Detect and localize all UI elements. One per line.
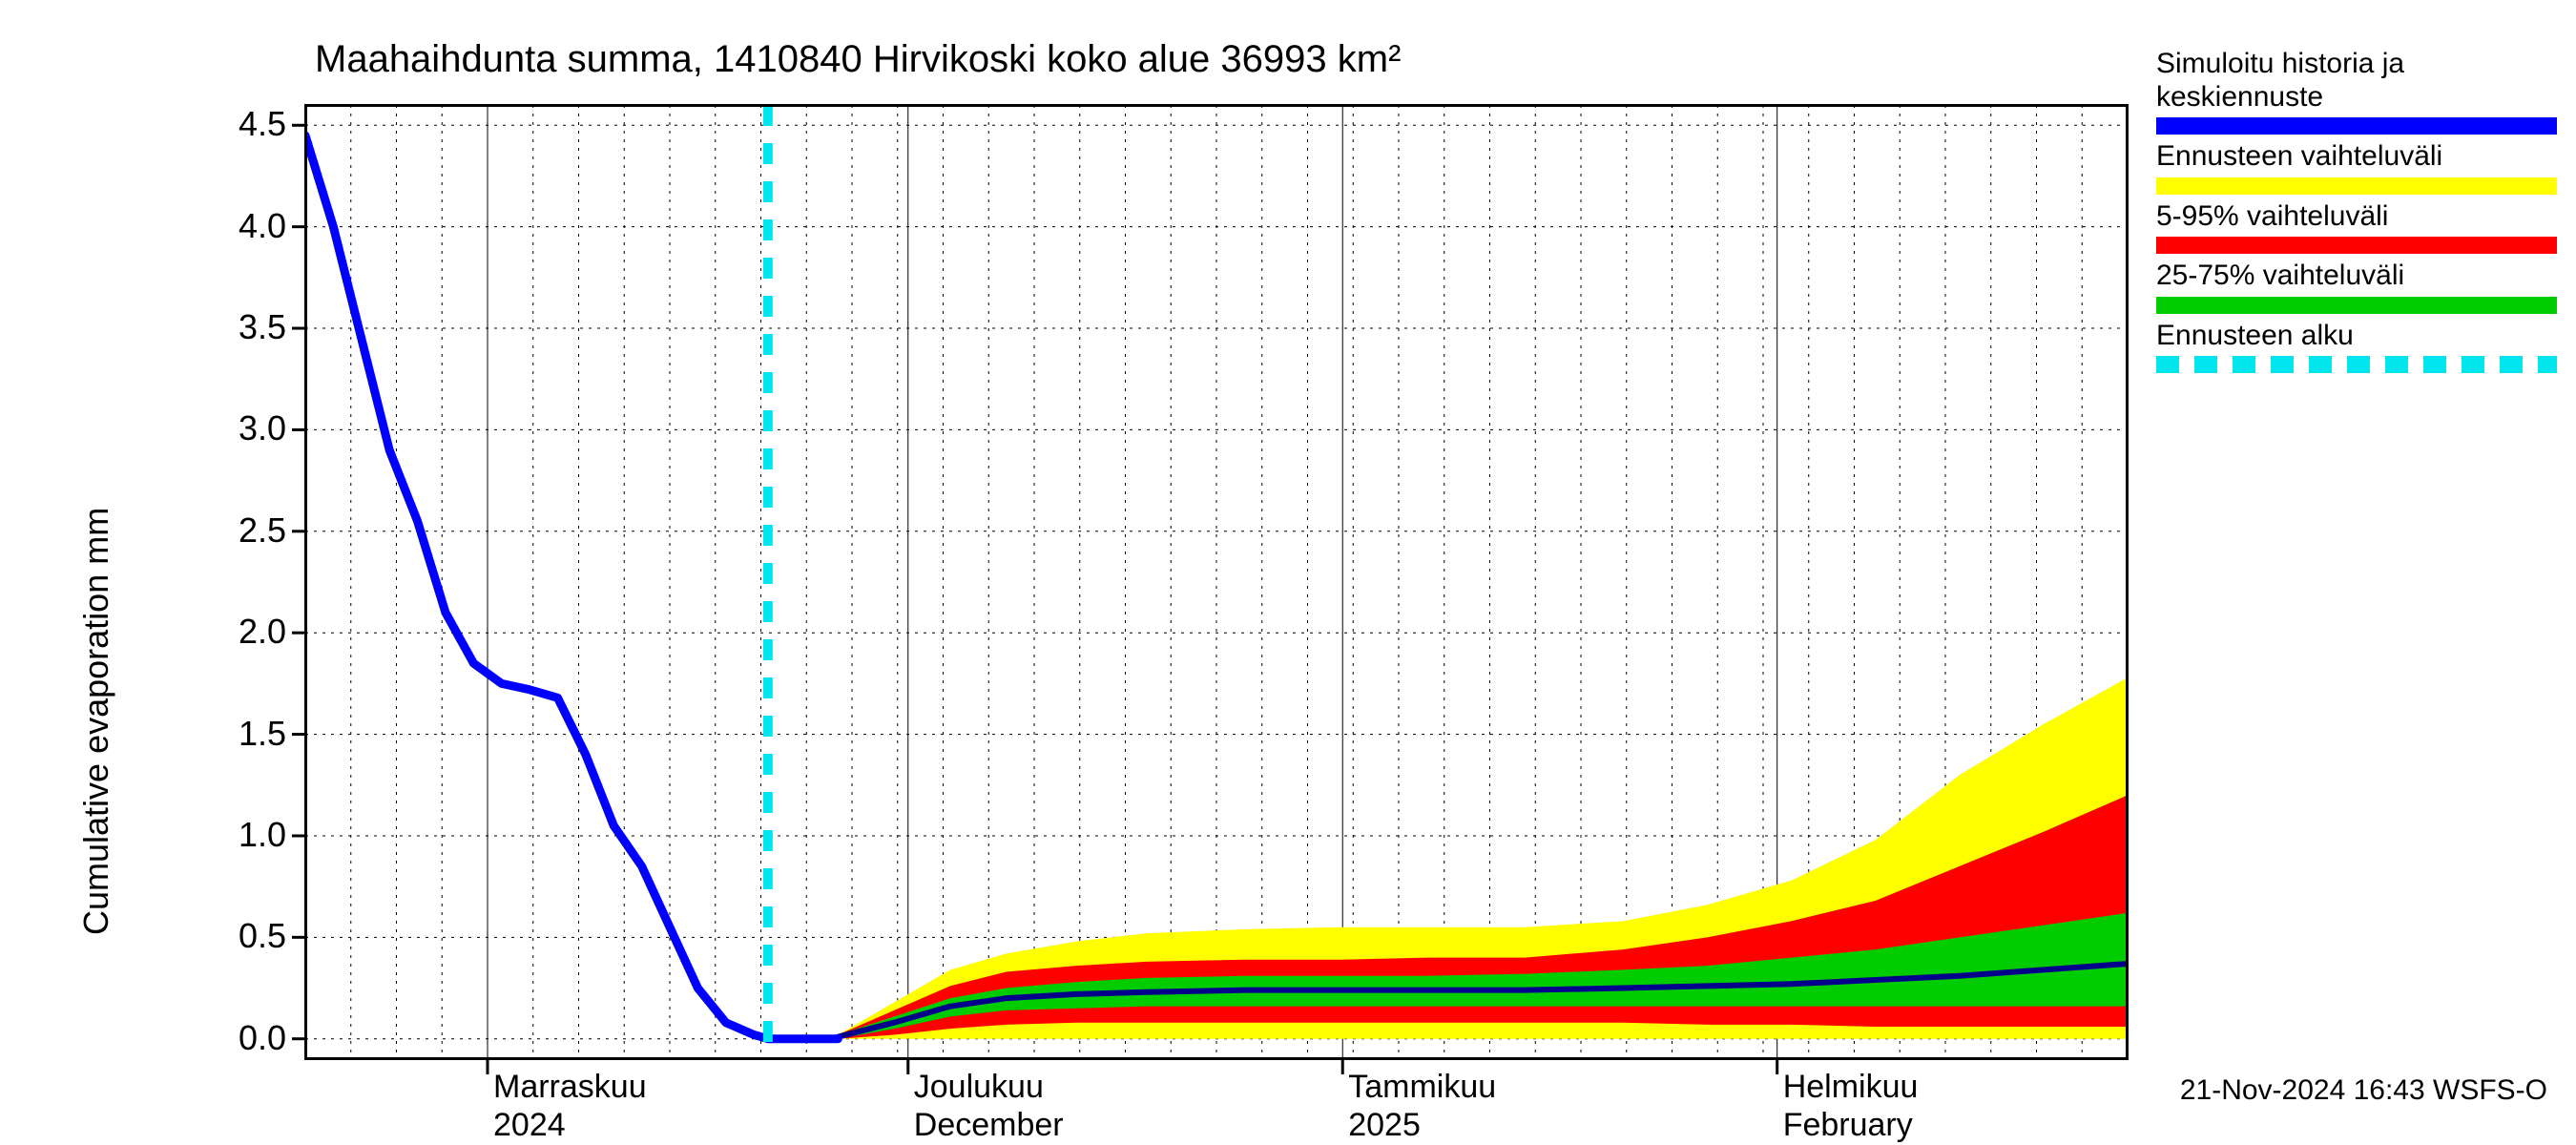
y-tick-label: 0.0 — [210, 1018, 286, 1058]
legend-label: Ennusteen alku — [2156, 320, 2557, 353]
legend-label: Simuloitu historia ja — [2156, 48, 2557, 81]
x-month-label: Joulukuu — [914, 1069, 1044, 1106]
x-year-label: 2025 — [1348, 1107, 1421, 1144]
x-month-label: Helmikuu — [1783, 1069, 1919, 1106]
legend-label: keskiennuste — [2156, 81, 2557, 114]
x-year-label: 2024 — [493, 1107, 566, 1144]
footer-timestamp: 21-Nov-2024 16:43 WSFS-O — [2180, 1074, 2547, 1107]
y-tick-label: 3.5 — [210, 307, 286, 347]
x-month-label: Marraskuu — [493, 1069, 647, 1106]
x-year-label: February — [1783, 1107, 1913, 1144]
x-month-label: Tammikuu — [1348, 1069, 1496, 1106]
legend: Simuloitu historia jakeskiennuste Ennuste… — [2156, 48, 2557, 379]
legend-swatch — [2156, 297, 2557, 314]
legend-label: 5-95% vaihteluväli — [2156, 200, 2557, 234]
legend-swatch — [2156, 117, 2557, 135]
x-year-label: December — [914, 1107, 1064, 1144]
legend-label: 25-75% vaihteluväli — [2156, 260, 2557, 293]
y-tick-label: 3.0 — [210, 408, 286, 448]
y-tick-label: 4.5 — [210, 104, 286, 144]
y-tick-label: 4.0 — [210, 206, 286, 246]
plot-area — [305, 105, 2128, 1059]
y-axis-label: Cumulative evaporation mm — [76, 508, 116, 935]
legend-label: Ennusteen vaihteluväli — [2156, 140, 2557, 174]
legend-entry: Ennusteen vaihteluväli — [2156, 140, 2557, 195]
y-tick-label: 0.5 — [210, 916, 286, 956]
legend-swatch — [2156, 356, 2557, 373]
y-tick-label: 1.5 — [210, 714, 286, 754]
legend-entry: 25-75% vaihteluväli — [2156, 260, 2557, 314]
chart-title: Maahaihdunta summa, 1410840 Hirvikoski k… — [315, 38, 1401, 81]
legend-entry: Ennusteen alku — [2156, 320, 2557, 374]
plot-svg — [305, 105, 2128, 1059]
y-tick-label: 1.0 — [210, 815, 286, 855]
legend-entry: Simuloitu historia jakeskiennuste — [2156, 48, 2557, 135]
legend-swatch — [2156, 177, 2557, 195]
y-tick-label: 2.5 — [210, 510, 286, 551]
legend-entry: 5-95% vaihteluväli — [2156, 200, 2557, 255]
legend-swatch — [2156, 237, 2557, 254]
chart-figure: Maahaihdunta summa, 1410840 Hirvikoski k… — [0, 0, 2576, 1145]
y-tick-label: 2.0 — [210, 612, 286, 652]
